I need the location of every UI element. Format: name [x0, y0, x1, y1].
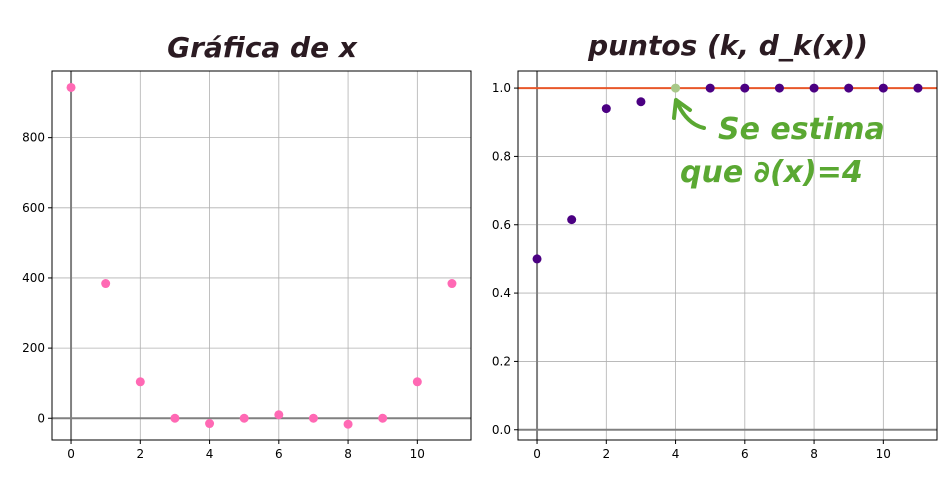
- data-point: [205, 419, 215, 429]
- annotation-line-1: Se estima: [718, 112, 885, 147]
- right-chart: 0 2 4 6 8 10 0.0 0.2 0.4 0.6 0.8 1.0: [492, 70, 938, 461]
- data-point: [170, 413, 180, 423]
- data-point-highlight: [671, 83, 681, 93]
- y-tick-label: 0.6: [492, 218, 511, 232]
- left-chart: 0 2 4 6 8 10 0 200 400 600 800: [22, 70, 472, 461]
- x-tick-label: 10: [876, 447, 891, 461]
- y-tick-label: 800: [22, 131, 45, 145]
- data-point: [135, 377, 145, 387]
- data-point: [705, 83, 715, 93]
- data-point: [878, 83, 888, 93]
- annotation-line-2: que ∂(x)=4: [680, 155, 863, 190]
- data-point: [636, 97, 646, 107]
- data-point: [774, 83, 784, 93]
- y-tick-label: 0.0: [492, 423, 511, 437]
- left-chart-title: Gráfica de x: [167, 31, 358, 64]
- data-point: [239, 413, 249, 423]
- x-tick-label: 8: [344, 447, 352, 461]
- x-tick-label: 0: [67, 447, 75, 461]
- data-point: [913, 83, 923, 93]
- y-tick-label: 200: [22, 341, 45, 355]
- data-point: [844, 83, 854, 93]
- x-tick-label: 8: [810, 447, 818, 461]
- plot-frame: [517, 70, 938, 441]
- data-point: [101, 279, 111, 289]
- data-point: [740, 83, 750, 93]
- data-point: [809, 83, 819, 93]
- x-tick-label: 0: [533, 447, 541, 461]
- y-tick-label: 0.8: [492, 149, 511, 163]
- data-point: [567, 215, 577, 225]
- plot-frame: [51, 70, 472, 441]
- y-tick-label: 0: [37, 411, 45, 425]
- x-tick-label: 6: [275, 447, 283, 461]
- data-point: [378, 413, 388, 423]
- x-tick-label: 2: [136, 447, 144, 461]
- data-point: [66, 82, 76, 92]
- x-tick-label: 4: [206, 447, 214, 461]
- annotation-arrow: [672, 98, 706, 130]
- y-tick-label: 600: [22, 201, 45, 215]
- data-point: [532, 254, 542, 264]
- data-point: [447, 279, 457, 289]
- y-tick-label: 0.2: [492, 354, 511, 368]
- annotation: Se estima que ∂(x)=4: [672, 98, 885, 190]
- data-point: [274, 410, 284, 420]
- data-point: [412, 377, 422, 387]
- x-tick-label: 6: [741, 447, 749, 461]
- data-point: [343, 419, 353, 429]
- y-tick-label: 0.4: [492, 286, 511, 300]
- x-tick-label: 4: [672, 447, 680, 461]
- right-chart-title: puntos (k, d_k(x)): [587, 29, 868, 62]
- data-point: [308, 413, 318, 423]
- x-tick-label: 2: [602, 447, 610, 461]
- x-tick-label: 10: [410, 447, 425, 461]
- y-tick-label: 400: [22, 271, 45, 285]
- data-point: [601, 104, 611, 114]
- y-tick-label: 1.0: [492, 81, 511, 95]
